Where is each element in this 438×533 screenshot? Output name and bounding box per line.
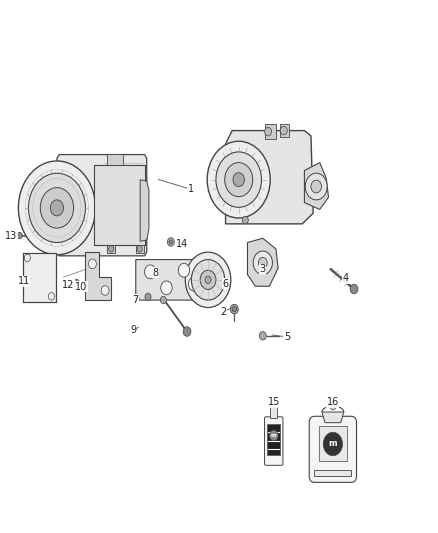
Circle shape: [50, 200, 64, 216]
Bar: [94, 165, 145, 245]
Text: 5: 5: [284, 332, 290, 342]
Circle shape: [40, 188, 74, 228]
Text: 9: 9: [131, 325, 137, 335]
Circle shape: [323, 432, 343, 456]
Circle shape: [185, 252, 231, 308]
Text: 3: 3: [260, 264, 266, 274]
Circle shape: [145, 293, 151, 301]
Circle shape: [207, 141, 270, 218]
Circle shape: [253, 251, 272, 274]
Text: 15: 15: [268, 398, 280, 407]
Text: 14: 14: [176, 239, 188, 249]
Bar: [280, 124, 289, 137]
Circle shape: [242, 216, 248, 224]
Polygon shape: [136, 260, 201, 300]
Bar: [23, 253, 56, 302]
Text: 1: 1: [187, 184, 194, 194]
Text: 10: 10: [75, 282, 87, 292]
Text: 2: 2: [220, 307, 226, 317]
Text: 7: 7: [133, 295, 139, 304]
Polygon shape: [226, 131, 313, 224]
Circle shape: [233, 173, 244, 187]
FancyBboxPatch shape: [265, 417, 283, 465]
Circle shape: [259, 332, 266, 340]
Polygon shape: [85, 252, 111, 300]
Circle shape: [109, 246, 114, 252]
Bar: [23, 253, 56, 302]
Text: 8: 8: [152, 268, 159, 278]
Polygon shape: [322, 412, 344, 423]
Text: m: m: [271, 433, 276, 438]
Circle shape: [28, 173, 85, 243]
Circle shape: [265, 127, 272, 136]
Circle shape: [216, 152, 261, 207]
Circle shape: [101, 286, 109, 295]
Circle shape: [160, 296, 166, 304]
Text: 13: 13: [5, 231, 17, 241]
Circle shape: [200, 270, 216, 289]
Bar: [269, 403, 278, 407]
Bar: [267, 424, 280, 455]
Circle shape: [330, 402, 336, 410]
Circle shape: [280, 126, 287, 135]
Circle shape: [232, 306, 237, 312]
Polygon shape: [136, 245, 144, 253]
Circle shape: [225, 163, 253, 197]
Circle shape: [230, 304, 238, 314]
Circle shape: [350, 284, 358, 294]
Bar: [265, 124, 276, 139]
FancyBboxPatch shape: [309, 416, 357, 482]
Circle shape: [167, 238, 174, 246]
Circle shape: [161, 281, 172, 295]
Polygon shape: [304, 163, 328, 209]
Polygon shape: [107, 245, 115, 253]
Text: 6: 6: [223, 279, 229, 288]
Polygon shape: [247, 238, 278, 286]
Circle shape: [137, 246, 142, 252]
Circle shape: [205, 276, 211, 284]
Circle shape: [191, 260, 225, 300]
Text: 11: 11: [18, 277, 30, 286]
Text: 16: 16: [327, 398, 339, 407]
Circle shape: [269, 430, 278, 441]
Circle shape: [258, 257, 267, 268]
Text: 12: 12: [62, 280, 74, 289]
Bar: [266, 418, 282, 464]
Bar: [314, 470, 351, 476]
Circle shape: [145, 265, 156, 279]
Circle shape: [17, 232, 22, 239]
Circle shape: [48, 293, 55, 300]
Polygon shape: [140, 180, 149, 241]
Circle shape: [311, 180, 321, 193]
Circle shape: [74, 279, 79, 286]
Circle shape: [183, 327, 191, 336]
Circle shape: [18, 161, 95, 255]
Bar: [319, 426, 347, 461]
Circle shape: [188, 277, 200, 291]
Polygon shape: [57, 155, 147, 256]
Bar: [107, 154, 123, 165]
Circle shape: [24, 254, 30, 262]
Text: m: m: [328, 440, 337, 448]
Circle shape: [305, 173, 327, 200]
Circle shape: [169, 240, 173, 244]
Bar: [270, 407, 277, 418]
Text: 4: 4: [343, 273, 349, 283]
Circle shape: [178, 263, 190, 277]
Circle shape: [88, 259, 96, 269]
